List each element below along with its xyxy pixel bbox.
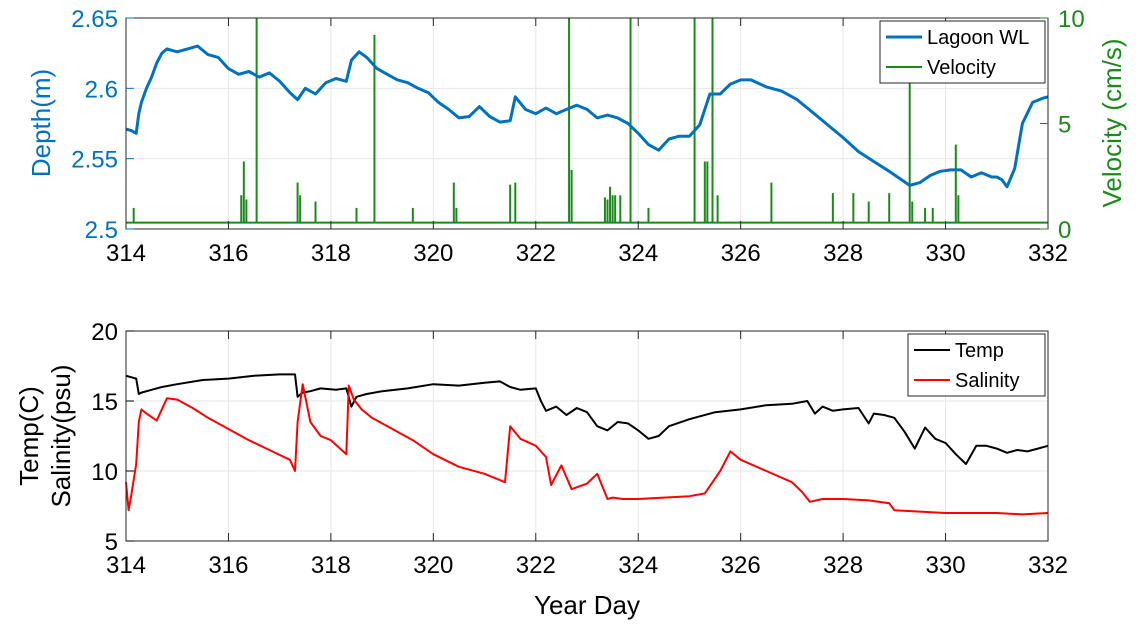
bottom-x-tick-label: 332 bbox=[1028, 552, 1068, 579]
legend-salinity-label: Salinity bbox=[955, 370, 1019, 392]
bottom-x-tick-label: 318 bbox=[311, 552, 351, 579]
bottom-x-tick-label: 330 bbox=[926, 552, 966, 579]
legend-velocity-label: Velocity bbox=[927, 57, 996, 79]
bottom-x-axis-label: Year Day bbox=[534, 590, 640, 620]
temp-salinity-chart: 314 316 318 320 322 324 326 328 330 332 5 10 15 20 Te… bbox=[14, 319, 1068, 620]
top-series bbox=[125, 18, 1049, 224]
top-x-tick-label: 322 bbox=[516, 240, 556, 267]
top-x-tick-label: 330 bbox=[926, 240, 966, 267]
top-y-axis-label: Depth(m) bbox=[26, 69, 56, 177]
legend-lagoon-label: Lagoon WL bbox=[927, 27, 1029, 49]
top-x-tick-label: 332 bbox=[1028, 240, 1068, 267]
top-x-tick-label: 328 bbox=[823, 240, 863, 267]
top-x-tick-label: 320 bbox=[413, 240, 453, 267]
bottom-y-tick-label: 20 bbox=[91, 319, 118, 346]
top-y2-tick-label: 0 bbox=[1058, 217, 1071, 244]
bottom-ticks: 314 316 318 320 322 324 326 328 330 332 5 10 15 20 bbox=[91, 319, 1068, 579]
bottom-x-tick-label: 316 bbox=[208, 552, 248, 579]
bottom-legend-box bbox=[907, 333, 1046, 397]
top-x-tick-label: 316 bbox=[208, 240, 248, 267]
top-legend: Lagoon WL Velocity bbox=[879, 20, 1046, 84]
bottom-x-tick-label: 324 bbox=[618, 552, 658, 579]
top-y2-tick-label: 10 bbox=[1058, 6, 1085, 33]
bottom-y-tick-label: 10 bbox=[91, 459, 118, 486]
top-x-tick-label: 314 bbox=[106, 240, 146, 267]
legend-temp-label: Temp bbox=[955, 340, 1004, 362]
depth-velocity-chart: 314 316 318 320 322 324 326 328 330 332 2.5 2.55 2.6… bbox=[26, 6, 1127, 267]
top-x-tick-label: 318 bbox=[311, 240, 351, 267]
top-ticks: 314 316 318 320 322 324 326 328 330 332 2.5 2.55 2.6… bbox=[71, 6, 1084, 267]
salinity-line bbox=[125, 383, 1049, 516]
bottom-y-tick-label: 15 bbox=[91, 389, 118, 416]
bottom-x-tick-label: 326 bbox=[721, 552, 761, 579]
bottom-plot-frame bbox=[125, 330, 1049, 542]
bottom-y-tick-label: 5 bbox=[105, 529, 118, 556]
top-y-tick-label: 2.65 bbox=[71, 6, 118, 33]
lagoon-wl-line bbox=[125, 44, 1049, 189]
bottom-x-tick-label: 322 bbox=[516, 552, 556, 579]
top-y-tick-label: 2.5 bbox=[85, 217, 118, 244]
top-y2-axis-label: Velocity (cm/s) bbox=[1097, 38, 1127, 207]
bottom-series bbox=[125, 373, 1049, 516]
bottom-x-tick-label: 320 bbox=[413, 552, 453, 579]
top-x-tick-label: 326 bbox=[721, 240, 761, 267]
bottom-legend: Temp Salinity bbox=[907, 333, 1046, 397]
top-y-tick-label: 2.6 bbox=[85, 76, 118, 103]
bottom-x-tick-label: 314 bbox=[106, 552, 146, 579]
temp-line bbox=[125, 373, 1049, 465]
top-y-tick-label: 2.55 bbox=[71, 147, 118, 174]
bottom-y-axis-label-line-2: Salinity(psu) bbox=[46, 364, 76, 507]
top-y2-tick-label: 5 bbox=[1058, 112, 1071, 139]
bottom-y-axis-label-line-1: Temp(C) bbox=[14, 386, 44, 486]
bottom-x-tick-label: 328 bbox=[823, 552, 863, 579]
top-x-tick-label: 324 bbox=[618, 240, 658, 267]
top-legend-box bbox=[879, 20, 1046, 84]
